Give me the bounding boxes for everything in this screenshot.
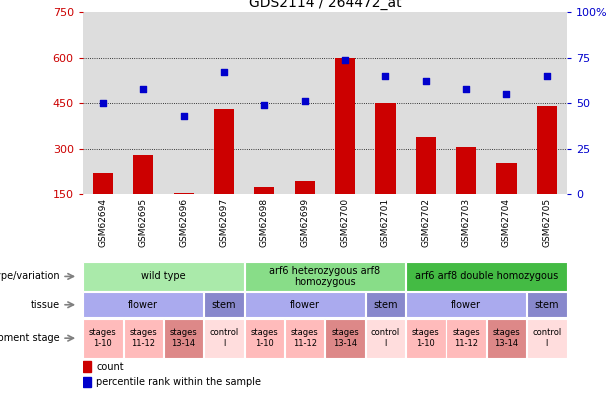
- Bar: [245, 292, 365, 318]
- Bar: [83, 377, 91, 387]
- Point: [300, 98, 310, 104]
- Bar: [375, 103, 395, 194]
- Text: count: count: [96, 362, 124, 372]
- Text: flower: flower: [451, 300, 481, 310]
- Text: stages
13-14: stages 13-14: [493, 328, 520, 348]
- Bar: [204, 292, 244, 318]
- Text: stem: stem: [535, 300, 559, 310]
- Text: GSM62702: GSM62702: [421, 198, 430, 247]
- Point: [179, 113, 189, 119]
- Bar: [406, 262, 566, 291]
- Text: flower: flower: [290, 300, 320, 310]
- Bar: [245, 319, 284, 358]
- Bar: [123, 319, 163, 358]
- Point: [340, 56, 350, 63]
- Text: arf6 arf8 double homozygous: arf6 arf8 double homozygous: [414, 271, 558, 281]
- Text: GSM62694: GSM62694: [99, 198, 107, 247]
- Title: GDS2114 / 264472_at: GDS2114 / 264472_at: [249, 0, 401, 10]
- Text: GSM62698: GSM62698: [260, 198, 269, 247]
- Bar: [537, 107, 557, 194]
- Text: stages
1-10: stages 1-10: [89, 328, 117, 348]
- Bar: [527, 319, 566, 358]
- Text: GSM62696: GSM62696: [179, 198, 188, 247]
- Text: development stage: development stage: [0, 333, 60, 343]
- Text: stages
1-10: stages 1-10: [251, 328, 278, 348]
- Bar: [335, 58, 355, 194]
- Bar: [83, 319, 123, 358]
- Point: [259, 102, 269, 109]
- Bar: [245, 262, 405, 291]
- Text: GSM62703: GSM62703: [462, 198, 471, 247]
- Text: control
l: control l: [371, 328, 400, 348]
- Bar: [295, 181, 315, 194]
- Bar: [83, 262, 244, 291]
- Bar: [456, 147, 476, 194]
- Text: stages
11-12: stages 11-12: [452, 328, 480, 348]
- Bar: [487, 319, 527, 358]
- Text: stem: stem: [211, 300, 236, 310]
- Bar: [497, 162, 517, 194]
- Point: [421, 78, 431, 85]
- Bar: [83, 292, 204, 318]
- Text: GSM62699: GSM62699: [300, 198, 309, 247]
- Bar: [285, 319, 324, 358]
- Bar: [173, 193, 194, 194]
- Bar: [406, 292, 527, 318]
- Text: GSM62701: GSM62701: [381, 198, 390, 247]
- Text: GSM62695: GSM62695: [139, 198, 148, 247]
- Text: control
l: control l: [210, 328, 238, 348]
- Bar: [164, 319, 204, 358]
- Text: stem: stem: [373, 300, 398, 310]
- Bar: [214, 109, 234, 194]
- Bar: [326, 319, 365, 358]
- Bar: [254, 187, 275, 194]
- Point: [542, 73, 552, 79]
- Text: tissue: tissue: [31, 300, 60, 310]
- Text: stages
13-14: stages 13-14: [331, 328, 359, 348]
- Point: [381, 73, 390, 79]
- Text: wild type: wild type: [141, 271, 186, 281]
- Bar: [365, 319, 405, 358]
- Text: control
l: control l: [532, 328, 562, 348]
- Bar: [133, 155, 153, 194]
- Point: [461, 85, 471, 92]
- Bar: [365, 292, 405, 318]
- Bar: [527, 292, 566, 318]
- Bar: [416, 137, 436, 194]
- Bar: [93, 173, 113, 194]
- Text: GSM62704: GSM62704: [502, 198, 511, 247]
- Text: percentile rank within the sample: percentile rank within the sample: [96, 377, 261, 387]
- Text: stages
11-12: stages 11-12: [129, 328, 157, 348]
- Bar: [446, 319, 486, 358]
- Text: flower: flower: [128, 300, 158, 310]
- Point: [219, 69, 229, 76]
- Text: GSM62705: GSM62705: [543, 198, 551, 247]
- Bar: [406, 319, 446, 358]
- Point: [98, 100, 108, 107]
- Bar: [83, 362, 91, 372]
- Point: [501, 91, 511, 98]
- Text: GSM62697: GSM62697: [219, 198, 229, 247]
- Text: arf6 heterozygous arf8
homozygous: arf6 heterozygous arf8 homozygous: [269, 266, 381, 287]
- Point: [139, 85, 148, 92]
- Text: stages
13-14: stages 13-14: [170, 328, 197, 348]
- Text: GSM62700: GSM62700: [341, 198, 349, 247]
- Bar: [204, 319, 244, 358]
- Text: stages
1-10: stages 1-10: [412, 328, 440, 348]
- Text: stages
11-12: stages 11-12: [291, 328, 319, 348]
- Text: genotype/variation: genotype/variation: [0, 271, 60, 281]
